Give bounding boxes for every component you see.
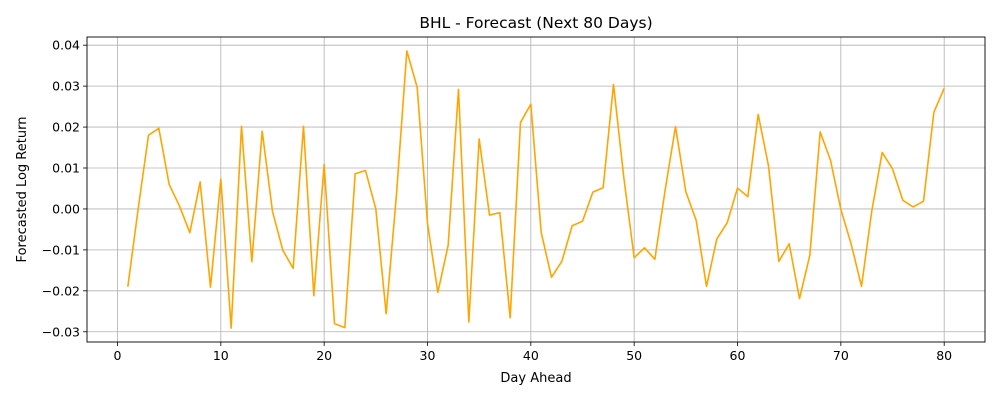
y-tick-label: −0.01 (42, 242, 80, 257)
x-axis-label: Day Ahead (500, 371, 571, 386)
y-tick-label: 0.04 (52, 38, 80, 53)
x-tick-label: 30 (420, 348, 436, 363)
x-tick-label: 20 (316, 348, 332, 363)
y-tick-label: 0.03 (52, 79, 80, 94)
x-tick-label: 80 (936, 348, 952, 363)
series-layer (127, 50, 945, 329)
series-line-0 (127, 50, 945, 329)
plot-frame (86, 36, 986, 343)
y-tick-label: 0.02 (52, 120, 80, 135)
x-tick-label: 40 (523, 348, 539, 363)
chart-title: BHL - Forecast (Next 80 Days) (419, 14, 652, 32)
y-axis-label: Forecasted Log Return (15, 117, 30, 263)
y-tick-label: 0.00 (52, 201, 80, 216)
y-tick-label: −0.02 (42, 283, 80, 298)
x-tick-label: 70 (833, 348, 849, 363)
x-tick-label: 10 (213, 348, 229, 363)
ticks-layer: 0 10 20 30 40 50 60 70 80 −0.03 −0.02 −0.01 0.00 0.01… (42, 38, 952, 363)
x-tick-label: 0 (114, 348, 122, 363)
x-tick-label: 50 (626, 348, 642, 363)
x-tick-label: 60 (730, 348, 746, 363)
y-tick-label: 0.01 (52, 161, 80, 176)
y-tick-label: −0.03 (42, 324, 80, 339)
